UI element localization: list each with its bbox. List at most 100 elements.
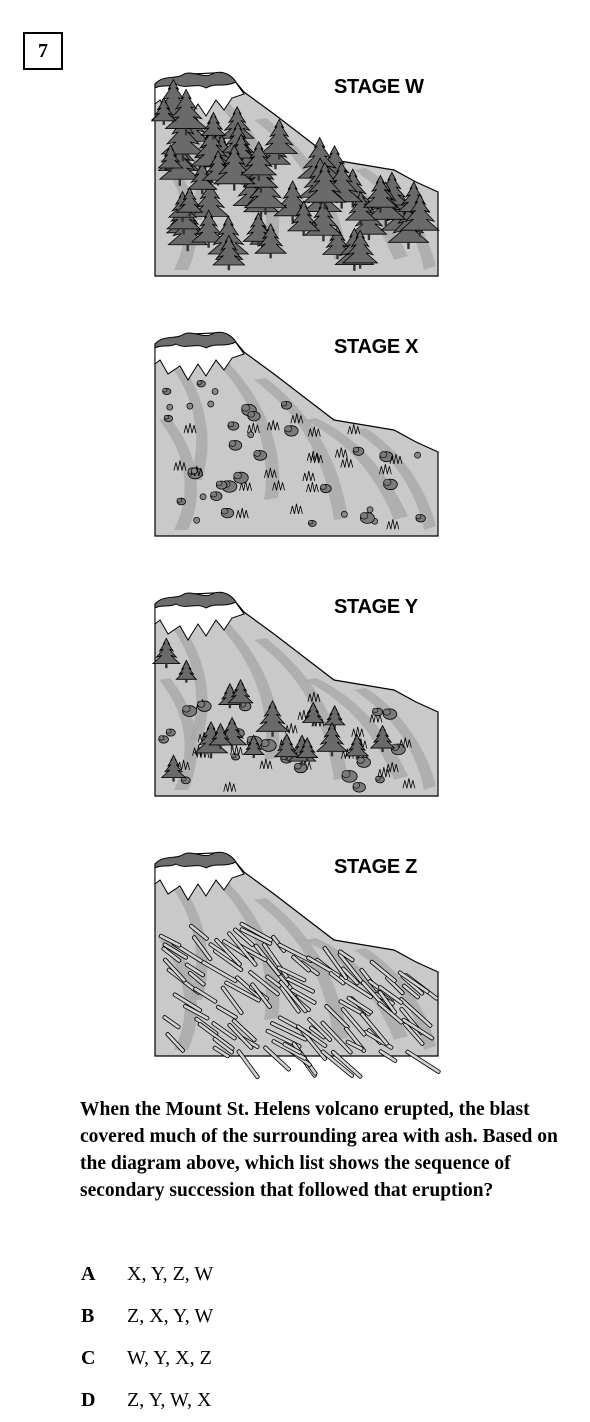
tree-trunk [162,120,165,125]
volcano-peak [154,851,237,869]
fallen-log [172,992,203,1013]
log-body [322,946,349,981]
fallen-log [278,979,308,1014]
fallen-log [295,1024,328,1048]
fallen-log [377,985,404,1005]
tree-trunk [264,207,267,215]
tree-trunk [233,183,236,191]
fallen-log [250,982,272,1009]
answer-choice-c[interactable]: C W, Y, X, Z [81,1344,212,1372]
slope-shading [254,378,348,520]
choice-text: Z, Y, W, X [127,1389,212,1411]
fallen-log [291,954,311,973]
tree-trunk [384,219,387,226]
log-body [276,965,307,983]
conifer-tree [273,733,300,758]
tree-trunk [333,724,336,729]
tree-trunk [379,207,382,213]
fallen-log [201,960,238,983]
tree-trunk [230,744,234,750]
log-body [227,1022,254,1050]
fallen-log [191,935,213,962]
log-body [161,946,182,963]
tree-trunk [359,262,362,269]
log-body [187,970,206,987]
shrub-lobe [320,484,327,490]
grass-tuft [290,503,303,514]
log-body [337,949,355,963]
stage-w-label: STAGE W [334,76,424,98]
fallen-log [183,1004,210,1021]
tree-trunk [323,202,327,210]
shrub-lobe [352,782,361,789]
fallen-log [403,1022,425,1046]
log-body [377,985,404,1005]
grass-tuft [246,422,260,433]
fallen-log [307,1017,333,1042]
shrub-lobe [233,471,242,480]
tree-trunk [165,663,168,669]
shrub-lobe [158,735,165,741]
log-body [360,1012,389,1046]
stage-y-label: STAGE Y [334,596,418,618]
shrub-lobe [247,411,255,418]
shrub-lobe [352,446,360,453]
slope-shading [354,948,436,1050]
fallen-log [220,985,244,1015]
tree-trunk [300,761,304,766]
tree-trunk [212,135,215,140]
fallen-log [212,1036,234,1055]
grass-tuft [263,467,277,478]
fallen-log [340,966,360,986]
log-body [236,1049,260,1080]
shrub-lobe [163,415,170,420]
slope-shading [354,168,436,270]
fallen-log [239,921,273,943]
question-text: When the Mount St. Helens volcano erupte… [80,1099,558,1201]
grass-tuft [306,481,319,493]
slope-shading [159,938,198,1050]
log-body [279,985,301,1014]
choice-text: X, Y, Z, W [127,1263,214,1285]
answer-choice-b[interactable]: B Z, X, Y, W [81,1302,213,1330]
shrub-lobe [227,421,235,428]
grass-tuft [302,470,316,482]
fallen-log [378,1049,398,1063]
fallen-log [215,1004,238,1020]
tree-trunk [278,153,281,160]
grass-tuft [259,758,273,769]
choice-letter: B [81,1305,95,1327]
fallen-log [193,986,218,1004]
small-plant [211,388,219,395]
answer-choice-a[interactable]: A X, Y, Z, W [81,1260,213,1288]
conifer-tree [189,126,233,167]
stage-x-label: STAGE X [334,336,419,358]
conifer-tree [242,734,265,755]
slope-shading [174,628,208,740]
log-body [399,997,433,1028]
choice-text: Z, X, Y, W [127,1305,214,1327]
small-plant [199,493,207,501]
shrub-lobe [228,440,237,447]
grass-tuft [307,426,321,437]
tree-trunk [178,179,182,186]
fallen-log [399,997,433,1028]
shrub-lobe [281,401,288,407]
fallen-log [320,1049,355,1078]
log-body [220,985,244,1015]
fallen-log [227,1022,254,1050]
log-body [191,935,213,962]
shrub-lobe [284,425,293,433]
tree-trunk [302,230,305,237]
shrub-lobe [415,514,422,520]
log-body [248,970,280,997]
shrub-lobe [197,700,206,708]
fallen-log [401,1017,435,1041]
answer-choice-d[interactable]: D Z, Y, W, X [81,1386,211,1414]
fallen-log [279,985,301,1014]
shrub-lobe [253,450,262,457]
log-body [231,1018,257,1042]
tree-trunk [353,264,356,271]
stage-z-illustration [154,851,441,1080]
log-body [184,962,206,978]
